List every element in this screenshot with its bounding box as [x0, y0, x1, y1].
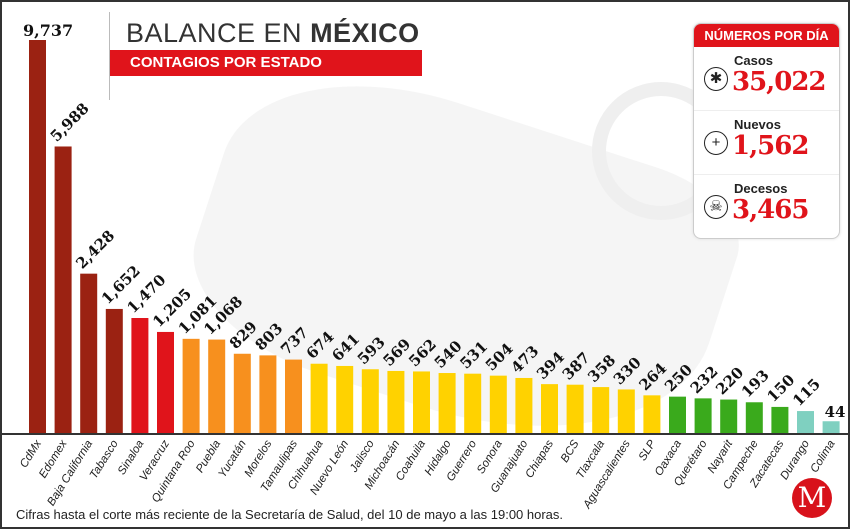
bar: [182, 338, 200, 433]
plus-icon: +: [704, 131, 728, 155]
bar: [29, 40, 46, 433]
category-label: Aguascalientes: [581, 438, 633, 512]
bar: [233, 353, 251, 433]
milenio-logo: M: [792, 478, 832, 518]
bar: [541, 384, 558, 433]
category-label: CdMx: [18, 437, 45, 470]
divider: [109, 12, 110, 100]
bar: [822, 421, 840, 433]
skull-icon: ☠: [704, 195, 728, 219]
data-label: 5,988: [47, 99, 93, 145]
bar: [131, 318, 149, 433]
page-title: BALANCE EN MÉXICO: [126, 18, 420, 49]
data-label: 9,737: [23, 21, 73, 40]
stat-value: 1,562: [732, 131, 809, 161]
bar: [745, 402, 763, 433]
stat-label: Decesos: [734, 181, 788, 196]
bar: [566, 384, 584, 433]
stat-label: Nuevos: [734, 117, 781, 132]
footnote: Cifras hasta el corte más reciente de la…: [16, 507, 564, 522]
bar: [489, 375, 507, 433]
data-label: 2,428: [72, 227, 118, 273]
bar: [80, 273, 98, 433]
stat-value: 35,022: [732, 67, 827, 97]
bar: [54, 146, 72, 433]
category-label: BCS: [559, 438, 582, 465]
subtitle: CONTAGIOS POR ESTADO: [110, 50, 422, 76]
stat-casos: ✱ Casos 35,022: [694, 47, 839, 111]
bar: [438, 373, 456, 433]
bar: [720, 399, 738, 433]
data-label: 44: [825, 403, 846, 421]
stat-nuevos: + Nuevos 1,562: [694, 111, 839, 175]
bar: [259, 355, 277, 433]
bar: [105, 308, 123, 433]
bar: [285, 359, 302, 433]
title-bold: MÉXICO: [310, 18, 420, 48]
data-label: 593: [354, 333, 389, 368]
panel-title: NÚMEROS POR DÍA: [694, 24, 839, 47]
x-axis-line: [2, 433, 848, 435]
data-label: 232: [687, 362, 722, 397]
bar: [643, 395, 661, 433]
bar: [361, 369, 379, 433]
daily-numbers-panel: NÚMEROS POR DÍA ✱ Casos 35,022 + Nuevos …: [693, 23, 840, 239]
bar: [413, 371, 430, 433]
bar: [694, 398, 712, 433]
bar: [464, 373, 482, 433]
category-label: SLP: [637, 438, 659, 463]
bar: [336, 365, 354, 433]
stat-decesos: ☠ Decesos 3,465: [694, 175, 839, 238]
stat-label: Casos: [734, 53, 774, 68]
bar: [387, 370, 405, 433]
bar: [669, 396, 686, 433]
bar: [592, 387, 610, 433]
bar: [157, 331, 174, 433]
bar: [617, 389, 635, 433]
data-label: 531: [456, 338, 491, 373]
virus-icon: ✱: [704, 67, 728, 91]
stat-value: 3,465: [732, 195, 809, 225]
data-label: 250: [661, 361, 696, 396]
bar: [310, 363, 328, 433]
bar: [515, 377, 533, 433]
data-label: 829: [226, 318, 261, 353]
title-light: BALANCE EN: [126, 18, 311, 48]
category-label: Colima: [808, 438, 837, 475]
data-label: 562: [405, 335, 440, 370]
bar: [797, 411, 814, 433]
bar: [208, 339, 226, 433]
bar: [771, 406, 789, 433]
